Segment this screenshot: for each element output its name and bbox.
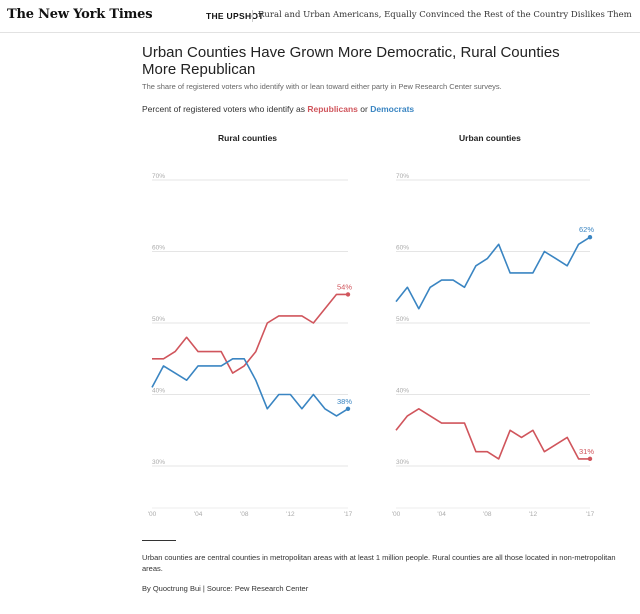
urban-republicans-end-dot — [587, 456, 593, 462]
site-header: The New York Times THE UPSHOT Rural and … — [0, 0, 640, 33]
urban-panel-title: Urban counties — [459, 133, 521, 143]
rural-ytick-label: 30% — [152, 459, 165, 466]
urban-xtick-label: '12 — [529, 511, 538, 518]
urban-democrats-end-dot — [587, 235, 593, 240]
urban-xtick-label: '17 — [586, 511, 595, 518]
urban-democrats-line — [395, 236, 591, 310]
note-divider — [142, 540, 176, 541]
urban-republicans-line — [395, 407, 590, 460]
chart-subtitle: The share of registered voters who ident… — [142, 82, 502, 91]
rural-republicans-line — [152, 293, 348, 374]
legend-prefix: Percent of registered voters who identif… — [142, 104, 308, 114]
urban-ytick-label: 70% — [396, 173, 409, 180]
rural-panel-title: Rural counties — [218, 133, 278, 143]
chart-title: Urban Counties Have Grown More Democrati… — [142, 44, 560, 78]
rural-democrats-end-dot — [345, 406, 351, 411]
urban-ytick-label: 40% — [396, 388, 409, 395]
rural-xtick-label: '00 — [148, 511, 157, 518]
section-label[interactable]: THE UPSHOT — [206, 11, 264, 21]
byline: By Quoctrung Bui | Source: Pew Research … — [142, 584, 309, 593]
urban-republicans-end-label: 31% — [579, 447, 594, 456]
urban-xtick-label: '04 — [437, 511, 446, 518]
urban-ytick-label: 50% — [396, 316, 409, 323]
legend-democrats: Democrats — [370, 104, 415, 114]
urban-xtick-label: '00 — [392, 511, 401, 518]
urban-ytick-label: 30% — [396, 459, 409, 466]
legend-republicans: Republicans — [307, 104, 358, 114]
rural-ytick-label: 70% — [152, 173, 165, 180]
urban-democrats-end-label: 62% — [579, 225, 594, 234]
legend-key: Percent of registered voters who identif… — [142, 104, 414, 114]
rural-ytick-label: 60% — [152, 245, 165, 252]
footnote: Urban counties are central counties in m… — [142, 553, 616, 573]
nyt-logo[interactable]: The New York Times — [7, 7, 153, 22]
rural-republicans-end-label: 54% — [337, 282, 352, 291]
rural-democrats-line — [151, 357, 349, 417]
rural-xtick-label: '08 — [240, 511, 249, 518]
rural-xtick-label: '04 — [194, 511, 203, 518]
rural-democrats-end-label: 38% — [337, 397, 352, 406]
urban-ytick-label: 60% — [396, 245, 409, 252]
rural-xtick-label: '12 — [286, 511, 295, 518]
urban-xtick-label: '08 — [483, 511, 492, 518]
rural-ytick-label: 40% — [152, 388, 165, 395]
header-headline[interactable]: Rural and Urban Americans, Equally Convi… — [258, 10, 632, 20]
legend-or: or — [357, 104, 371, 114]
rural-republicans-end-dot — [345, 292, 351, 297]
rural-xtick-label: '17 — [344, 511, 353, 518]
rural-ytick-label: 50% — [152, 316, 165, 323]
header-divider — [252, 10, 253, 22]
